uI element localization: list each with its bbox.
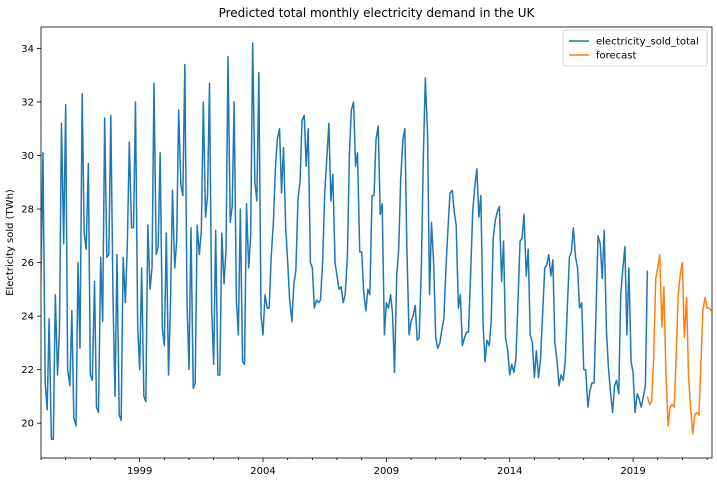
y-axis: 20 22 24 26 28 30 32 34 [21, 44, 41, 430]
y-tick-label: 34 [21, 44, 34, 55]
y-tick-label: 26 [21, 258, 34, 269]
x-axis: 1999 2004 2009 2014 2019 [40, 458, 708, 477]
legend-label: forecast [596, 51, 637, 62]
y-tick-label: 30 [21, 151, 34, 162]
y-tick-label: 28 [21, 205, 34, 216]
chart-title: Predicted total monthly electricity dema… [219, 6, 536, 20]
x-tick-label: 2014 [497, 466, 522, 477]
x-tick-label: 1999 [127, 466, 152, 477]
legend-box [562, 29, 708, 67]
y-tick-label: 20 [21, 419, 34, 430]
y-tick-label: 24 [21, 312, 34, 323]
legend-label: electricity_sold_total [596, 37, 699, 48]
y-tick-label: 32 [21, 97, 34, 108]
legend: electricity_sold_total forecast [562, 29, 708, 67]
series-line-electricity-sold-total [41, 42, 649, 441]
x-tick-label: 2004 [250, 466, 275, 477]
x-tick-label: 2019 [620, 466, 645, 477]
y-axis-label: Electricity sold (TWh) [5, 189, 16, 296]
series-line-forecast [646, 253, 712, 435]
x-tick-label: 2009 [374, 466, 399, 477]
series-layer [41, 42, 712, 441]
y-tick-label: 22 [21, 365, 34, 376]
